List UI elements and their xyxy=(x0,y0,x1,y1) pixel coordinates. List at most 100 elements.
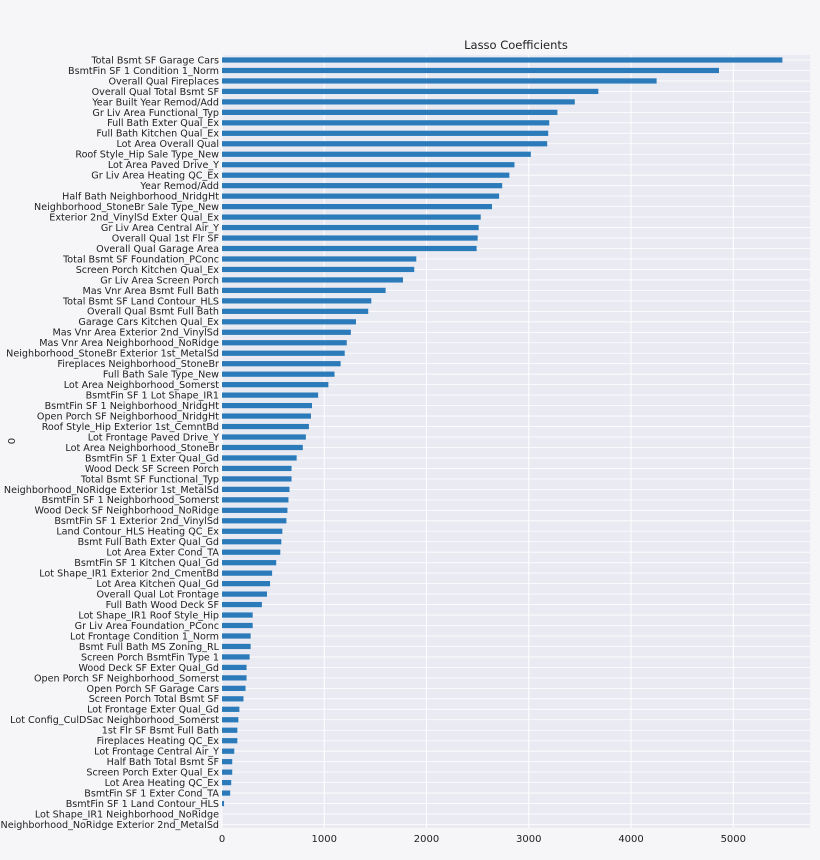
bar xyxy=(222,654,250,660)
bar xyxy=(222,622,253,629)
bar xyxy=(222,539,282,545)
category-label: Wood Deck SF Exter Qual_Gd xyxy=(78,663,219,674)
bar xyxy=(222,570,273,576)
bar xyxy=(222,402,312,409)
category-label: 1st Flr SF Bsmt Full Bath xyxy=(102,726,219,737)
category-label: Overall Qual Lot Frontage xyxy=(96,590,219,601)
bar xyxy=(222,581,271,587)
category-label: Full Bath Exter Qual_Ex xyxy=(107,118,219,129)
bar xyxy=(222,685,246,691)
y-axis-label: 0 xyxy=(7,438,18,444)
bar xyxy=(222,224,479,231)
category-label: Land Contour_HLS Heating QC_Ex xyxy=(56,527,219,538)
bar xyxy=(222,308,369,314)
category-label: Screen Porch BsmtFin Type 1 xyxy=(81,652,219,663)
bar xyxy=(222,717,239,723)
category-label: Screen Porch Kitchen Qual_Ex xyxy=(76,265,220,276)
category-label: Overall Qual Garage Area xyxy=(96,244,219,255)
category-label: Full Bath Wood Deck SF xyxy=(106,600,219,611)
category-label: Total Bsmt SF Functional_Typ xyxy=(80,474,219,485)
category-label: Fireplaces Heating QC_Ex xyxy=(97,736,220,747)
bar xyxy=(222,800,225,807)
category-label: Lot Area Heating QC_Ex xyxy=(105,778,220,789)
bar xyxy=(222,518,287,524)
category-label: BsmtFin SF 1 Neighborhood_Somerst xyxy=(42,495,220,506)
category-label: Overall Qual Total Bsmt SF xyxy=(92,87,219,98)
category-label: Lot Frontage Exter Qual_Gd xyxy=(87,705,219,716)
category-label: Total Bsmt SF Foundation_PConc xyxy=(62,254,219,265)
bar xyxy=(222,392,319,398)
category-label: Overall Qual Bsmt Full Bath xyxy=(87,307,219,318)
category-label: Mas Vnr Area Bsmt Full Bath xyxy=(83,286,219,297)
category-label: Roof Style_Hip Sale Type_New xyxy=(75,150,219,161)
bar xyxy=(222,162,515,168)
bar xyxy=(222,371,335,377)
bar xyxy=(222,193,500,199)
bar xyxy=(222,706,240,712)
bar xyxy=(222,507,288,513)
category-label: Gr Liv Area Central Air_Y xyxy=(101,223,219,234)
bar xyxy=(222,528,283,534)
bar xyxy=(222,455,297,461)
bar xyxy=(222,130,549,136)
bar xyxy=(222,476,292,482)
category-label: Gr Liv Area Functional_Typ xyxy=(92,108,219,119)
bar xyxy=(222,329,351,335)
category-label: Screen Porch Total Bsmt SF xyxy=(89,694,219,705)
category-label: BsmtFin SF 1 Exter Qual_Gd xyxy=(85,453,219,464)
bar xyxy=(222,298,372,304)
bar xyxy=(222,235,478,241)
bar xyxy=(222,769,233,775)
category-label: Lot Area Paved Drive_Y xyxy=(108,160,219,171)
bar xyxy=(222,591,267,597)
bar xyxy=(222,88,599,95)
bar xyxy=(222,549,281,555)
category-label: Screen Porch Exter Qual_Ex xyxy=(86,768,219,779)
category-label: Lot Area Neighborhood_StoneBr xyxy=(65,443,219,454)
x-tick-label: 2000 xyxy=(414,834,439,845)
bar xyxy=(222,141,548,147)
category-label: BsmtFin SF 1 Condition 1_Norm xyxy=(68,66,219,77)
category-label: BsmtFin SF 1 Exterior 2nd_VinylSd xyxy=(54,516,219,527)
bar xyxy=(222,109,558,115)
category-label: Year Built Year Remod/Add xyxy=(91,97,219,108)
bar xyxy=(222,779,232,786)
bar xyxy=(222,675,247,681)
category-label: Total Bsmt SF Garage Cars xyxy=(90,55,219,66)
category-label: Open Porch SF Neighborhood_NridgHt xyxy=(37,411,219,422)
bar xyxy=(222,319,356,325)
bar xyxy=(222,183,503,189)
category-label: Full Bath Kitchen Qual_Ex xyxy=(96,129,219,140)
bar xyxy=(222,245,477,252)
category-label: Lot Frontage Paved Drive_Y xyxy=(88,432,219,443)
category-label: Wood Deck SF Neighborhood_NoRidge xyxy=(35,506,220,517)
category-label: Lot Frontage Condition 1_Norm xyxy=(70,631,219,642)
chart-title: Lasso Coefficients xyxy=(464,38,568,52)
category-label: Lot Area Kitchen Qual_Gd xyxy=(96,579,219,590)
bar xyxy=(222,413,311,419)
category-label: BsmtFin SF 1 Kitchen Qual_Gd xyxy=(74,558,219,569)
category-label: Lot Frontage Central Air_Y xyxy=(94,747,219,758)
category-label: Half Bath Total Bsmt SF xyxy=(107,757,219,768)
bar xyxy=(222,120,550,126)
category-label: Lot Area Neighborhood_Somerst xyxy=(64,380,219,391)
category-label: Gr Liv Area Foundation_PConc xyxy=(75,621,219,632)
bar xyxy=(222,434,306,440)
plot-background xyxy=(222,55,810,828)
category-label: Mas Vnr Area Exterior 2nd_VinylSd xyxy=(52,328,219,339)
category-label: BsmtFin SF 1 Land Contour_HLS xyxy=(66,799,219,810)
bar xyxy=(222,664,247,671)
category-label: Full Bath Sale Type_New xyxy=(103,370,219,381)
category-label: Neighborhood_NoRidge Exterior 1st_MetalS… xyxy=(4,485,219,496)
category-label: Neighborhood_StoneBr Exterior 1st_MetalS… xyxy=(6,349,219,360)
bar xyxy=(222,203,492,210)
category-label: Neighborhood_StoneBr Sale Type_New xyxy=(34,202,219,213)
bar xyxy=(222,256,417,262)
bar xyxy=(222,465,292,472)
bar xyxy=(222,172,510,178)
category-label: Lot Shape_IR1 Neighborhood_NoRidge xyxy=(35,809,219,820)
category-label: Mas Vnr Area Neighborhood_NoRidge xyxy=(39,338,219,349)
